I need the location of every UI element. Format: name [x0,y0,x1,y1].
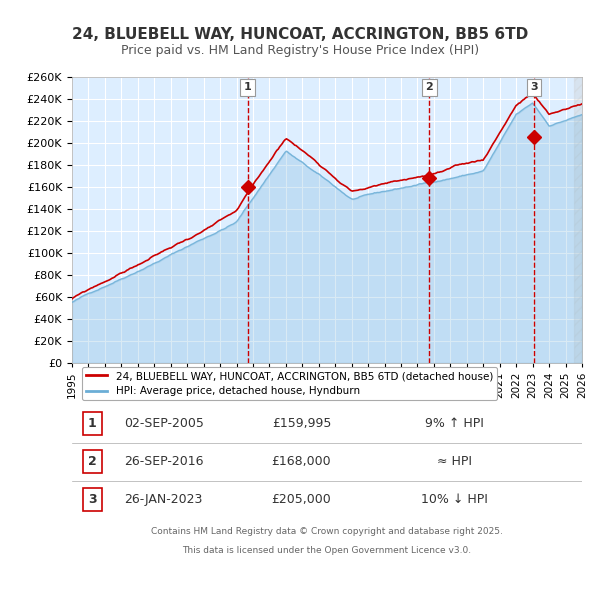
Text: 26-JAN-2023: 26-JAN-2023 [125,493,203,506]
Text: 10% ↓ HPI: 10% ↓ HPI [421,493,488,506]
Text: 2: 2 [88,455,97,468]
Text: £168,000: £168,000 [272,455,331,468]
Text: 1: 1 [244,83,251,93]
Text: 2: 2 [425,83,433,93]
Legend: 24, BLUEBELL WAY, HUNCOAT, ACCRINGTON, BB5 6TD (detached house), HPI: Average pr: 24, BLUEBELL WAY, HUNCOAT, ACCRINGTON, B… [82,367,497,401]
Text: This data is licensed under the Open Government Licence v3.0.: This data is licensed under the Open Gov… [182,546,472,555]
Text: 3: 3 [88,493,97,506]
Text: 9% ↑ HPI: 9% ↑ HPI [425,417,484,430]
Text: £159,995: £159,995 [272,417,331,430]
Text: 26-SEP-2016: 26-SEP-2016 [124,455,203,468]
Bar [574,77,582,363]
Text: 02-SEP-2005: 02-SEP-2005 [124,417,204,430]
Text: 1: 1 [88,417,97,430]
Text: 3: 3 [530,83,538,93]
Text: ≈ HPI: ≈ HPI [437,455,472,468]
Text: Price paid vs. HM Land Registry's House Price Index (HPI): Price paid vs. HM Land Registry's House … [121,44,479,57]
Text: £205,000: £205,000 [272,493,331,506]
Text: Contains HM Land Registry data © Crown copyright and database right 2025.: Contains HM Land Registry data © Crown c… [151,527,503,536]
Text: 24, BLUEBELL WAY, HUNCOAT, ACCRINGTON, BB5 6TD: 24, BLUEBELL WAY, HUNCOAT, ACCRINGTON, B… [72,27,528,41]
